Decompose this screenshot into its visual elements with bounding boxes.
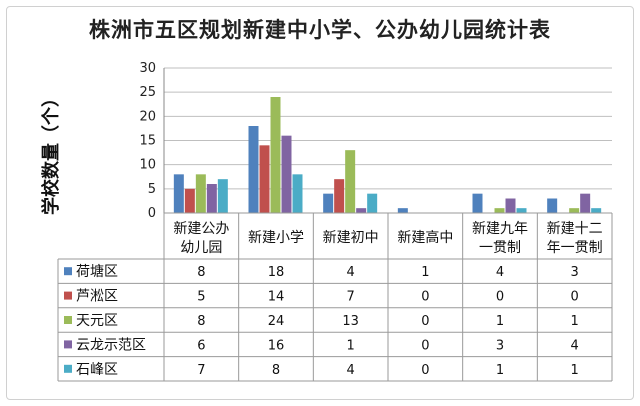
data-label: 1 (571, 363, 579, 378)
bar (173, 174, 184, 213)
data-label: 5 (197, 290, 205, 305)
bar (323, 193, 334, 213)
data-label: 0 (571, 290, 579, 305)
y-tick-label: 30 (139, 61, 156, 76)
chart-title: 株洲市五区规划新建中小学、公办幼儿园统计表 (89, 18, 551, 42)
data-label: 8 (272, 363, 280, 378)
bar (292, 174, 303, 213)
y-tick-label: 15 (139, 134, 156, 149)
data-label: 1 (347, 338, 355, 353)
data-label: 18 (268, 265, 285, 280)
bar (184, 188, 195, 213)
bar (270, 97, 281, 213)
bar (547, 198, 558, 213)
data-label: 8 (197, 265, 205, 280)
data-label: 13 (342, 314, 359, 329)
data-label: 7 (347, 290, 355, 305)
bar (569, 208, 580, 213)
bar (206, 184, 217, 213)
bar (248, 126, 259, 213)
category-label: 新建九年 (472, 221, 528, 237)
y-tick-label: 25 (139, 85, 156, 100)
data-label: 8 (197, 314, 205, 329)
legend-label: 荷塘区 (76, 264, 118, 280)
legend-label: 石峰区 (76, 362, 118, 378)
data-label: 0 (421, 314, 429, 329)
data-label: 24 (268, 314, 285, 329)
chart-frame (6, 6, 634, 400)
y-tick-label: 20 (139, 109, 156, 124)
data-label: 6 (197, 338, 205, 353)
legend-swatch (64, 316, 72, 324)
data-label: 14 (268, 290, 285, 305)
data-label: 0 (421, 290, 429, 305)
category-label: 新建初中 (323, 229, 379, 246)
legend-swatch (64, 291, 72, 300)
legend-label: 云龙示范区 (76, 336, 146, 353)
y-tick-label: 5 (148, 182, 156, 197)
category-label: 新建公办 (173, 221, 229, 237)
bar (345, 150, 356, 213)
category-label: 新建小学 (248, 230, 304, 246)
legend-swatch (64, 340, 72, 349)
bar (516, 208, 527, 213)
bar (591, 208, 602, 213)
bar (259, 145, 270, 213)
data-label: 7 (197, 363, 205, 378)
data-label: 1 (496, 363, 504, 378)
bar (505, 198, 516, 213)
category-label: 新建高中 (397, 229, 453, 246)
legend-label: 天元区 (76, 313, 118, 329)
legend-swatch (64, 267, 72, 276)
category-label: 新建十二 (547, 221, 603, 237)
legend-swatch (64, 364, 72, 373)
category-label: 年一贯制 (547, 240, 603, 256)
y-tick-label: 10 (139, 158, 156, 173)
data-label: 0 (496, 290, 504, 305)
category-label: 一贯制 (479, 240, 521, 256)
bar (217, 179, 228, 213)
data-label: 3 (496, 338, 504, 353)
bar (494, 208, 505, 213)
y-tick-label: 0 (148, 206, 156, 221)
bar (397, 208, 408, 213)
data-label: 0 (421, 338, 429, 353)
data-label: 4 (571, 338, 579, 353)
bar (195, 174, 206, 213)
data-label: 3 (571, 265, 579, 280)
data-label: 4 (496, 265, 504, 280)
data-label: 1 (496, 314, 504, 329)
bar (356, 208, 367, 213)
bar (580, 193, 591, 213)
bar (367, 193, 378, 213)
bar (334, 179, 345, 213)
data-label: 1 (571, 314, 579, 329)
legend-label: 芦淞区 (76, 289, 118, 305)
bar (281, 135, 292, 213)
data-label: 4 (347, 265, 355, 280)
category-label: 幼儿园 (180, 240, 222, 256)
data-label: 4 (347, 363, 355, 378)
bar (472, 193, 483, 213)
data-label: 16 (268, 338, 285, 353)
data-label: 1 (421, 265, 429, 280)
data-label: 0 (421, 363, 429, 378)
